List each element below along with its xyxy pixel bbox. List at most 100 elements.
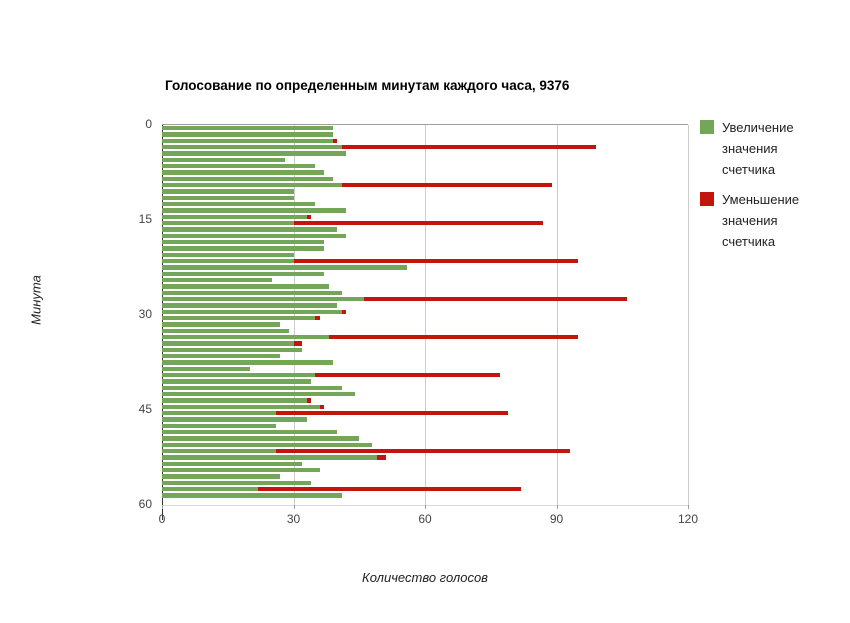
legend-label-decrease: Уменьшение значения счетчика xyxy=(722,192,800,249)
bar-increase-minute-10[interactable] xyxy=(162,189,294,194)
bar-increase-minute-57[interactable] xyxy=(162,486,259,492)
legend-item-increase: Увеличение значения счетчика xyxy=(700,117,830,180)
bar-increase-minute-2[interactable] xyxy=(162,138,333,144)
bar-increase-minute-34[interactable] xyxy=(162,341,294,346)
bar-decrease-minute-44[interactable] xyxy=(319,404,325,410)
bar-increase-minute-37[interactable] xyxy=(162,360,333,365)
bar-decrease-minute-3[interactable] xyxy=(341,144,596,150)
bar-decrease-minute-45[interactable] xyxy=(275,410,509,416)
y-axis-title: Минута xyxy=(28,275,44,325)
bar-decrease-minute-51[interactable] xyxy=(275,448,570,454)
bar-increase-minute-45[interactable] xyxy=(162,410,276,416)
bar-increase-minute-14[interactable] xyxy=(162,214,307,220)
x-tick-90 xyxy=(556,505,558,509)
bar-increase-minute-16[interactable] xyxy=(162,227,338,232)
bar-increase-minute-6[interactable] xyxy=(162,163,316,169)
bar-decrease-minute-29[interactable] xyxy=(341,309,347,315)
bar-decrease-minute-39[interactable] xyxy=(315,372,500,378)
gridline-30 xyxy=(293,125,295,505)
bar-increase-minute-8[interactable] xyxy=(162,176,333,182)
bar-increase-minute-3[interactable] xyxy=(162,144,342,150)
bar-increase-minute-41[interactable] xyxy=(162,385,342,391)
bar-increase-minute-53[interactable] xyxy=(162,461,303,467)
bar-increase-minute-54[interactable] xyxy=(162,467,320,473)
bar-increase-minute-7[interactable] xyxy=(162,170,325,175)
bar-decrease-minute-30[interactable] xyxy=(315,315,320,321)
bar-increase-minute-18[interactable] xyxy=(162,239,325,245)
bar-increase-minute-58[interactable] xyxy=(162,493,342,498)
bar-decrease-minute-52[interactable] xyxy=(376,455,386,460)
bar-decrease-minute-9[interactable] xyxy=(341,182,553,188)
bar-increase-minute-33[interactable] xyxy=(162,334,329,340)
bar-increase-minute-50[interactable] xyxy=(162,442,373,448)
bar-increase-minute-52[interactable] xyxy=(162,455,377,460)
chart-title: Голосование по определенным минутам кажд… xyxy=(165,78,570,93)
bar-decrease-minute-33[interactable] xyxy=(328,334,579,340)
bar-decrease-minute-15[interactable] xyxy=(293,220,544,226)
bar-decrease-minute-14[interactable] xyxy=(306,214,312,220)
bar-increase-minute-1[interactable] xyxy=(162,132,333,137)
bar-increase-minute-24[interactable] xyxy=(162,277,272,283)
bar-increase-minute-28[interactable] xyxy=(162,303,338,308)
legend: Увеличение значения счетчика Уменьшение … xyxy=(700,117,830,261)
bar-increase-minute-4[interactable] xyxy=(162,151,347,156)
bar-increase-minute-46[interactable] xyxy=(162,417,307,422)
decrease-color-swatch xyxy=(700,192,714,206)
bar-increase-minute-42[interactable] xyxy=(162,391,355,397)
bar-increase-minute-49[interactable] xyxy=(162,436,360,441)
bar-increase-minute-20[interactable] xyxy=(162,252,294,258)
bar-increase-minute-22[interactable] xyxy=(162,265,408,270)
bar-increase-minute-31[interactable] xyxy=(162,322,281,327)
bar-increase-minute-55[interactable] xyxy=(162,474,281,479)
bar-increase-minute-13[interactable] xyxy=(162,208,347,213)
bar-increase-minute-25[interactable] xyxy=(162,284,329,289)
x-tick-60 xyxy=(425,505,426,509)
bar-increase-minute-23[interactable] xyxy=(162,271,325,277)
x-tick-label-30: 30 xyxy=(286,512,301,526)
gridline-120 xyxy=(688,125,689,505)
bar-increase-minute-44[interactable] xyxy=(162,404,320,410)
legend-label-increase: Увеличение значения счетчика xyxy=(722,120,794,177)
bar-increase-minute-15[interactable] xyxy=(162,220,294,226)
y-tick-label-60: 60 xyxy=(138,497,152,511)
bar-increase-minute-39[interactable] xyxy=(162,372,316,378)
bar-decrease-minute-21[interactable] xyxy=(293,258,579,264)
x-tick-30 xyxy=(293,505,295,509)
bar-increase-minute-21[interactable] xyxy=(162,258,294,264)
bar-increase-minute-47[interactable] xyxy=(162,423,276,429)
bar-increase-minute-43[interactable] xyxy=(162,398,307,403)
x-tick-label-90: 90 xyxy=(549,512,564,526)
legend-item-decrease: Уменьшение значения счетчика xyxy=(700,189,830,252)
bar-increase-minute-40[interactable] xyxy=(162,379,312,384)
bar-increase-minute-0[interactable] xyxy=(162,125,333,131)
bar-decrease-minute-34[interactable] xyxy=(293,341,303,346)
x-tick-120 xyxy=(688,505,689,509)
x-axis-title: Количество голосов xyxy=(362,570,488,585)
bar-increase-minute-26[interactable] xyxy=(162,290,342,296)
bar-increase-minute-12[interactable] xyxy=(162,201,316,207)
increase-color-swatch xyxy=(700,120,714,134)
plot-area xyxy=(162,124,689,521)
gridline-60 xyxy=(425,125,426,505)
bar-increase-minute-29[interactable] xyxy=(162,309,342,315)
bar-increase-minute-27[interactable] xyxy=(162,296,364,302)
bar-increase-minute-35[interactable] xyxy=(162,347,303,353)
bar-increase-minute-48[interactable] xyxy=(162,429,338,435)
bar-increase-minute-51[interactable] xyxy=(162,448,276,454)
bar-increase-minute-11[interactable] xyxy=(162,195,294,201)
bar-increase-minute-56[interactable] xyxy=(162,480,312,486)
bar-increase-minute-19[interactable] xyxy=(162,246,325,251)
bar-decrease-minute-27[interactable] xyxy=(363,296,627,302)
bar-increase-minute-36[interactable] xyxy=(162,353,281,359)
bar-decrease-minute-43[interactable] xyxy=(306,398,312,403)
bar-decrease-minute-57[interactable] xyxy=(258,486,522,492)
bar-increase-minute-17[interactable] xyxy=(162,233,347,239)
bar-increase-minute-32[interactable] xyxy=(162,328,290,334)
bar-increase-minute-9[interactable] xyxy=(162,182,342,188)
y-tick-label-45: 45 xyxy=(138,402,152,416)
bar-increase-minute-38[interactable] xyxy=(162,366,250,372)
bar-increase-minute-5[interactable] xyxy=(162,157,285,163)
bar-decrease-minute-2[interactable] xyxy=(332,138,338,144)
x-tick-label-60: 60 xyxy=(418,512,432,526)
bar-increase-minute-30[interactable] xyxy=(162,315,316,321)
